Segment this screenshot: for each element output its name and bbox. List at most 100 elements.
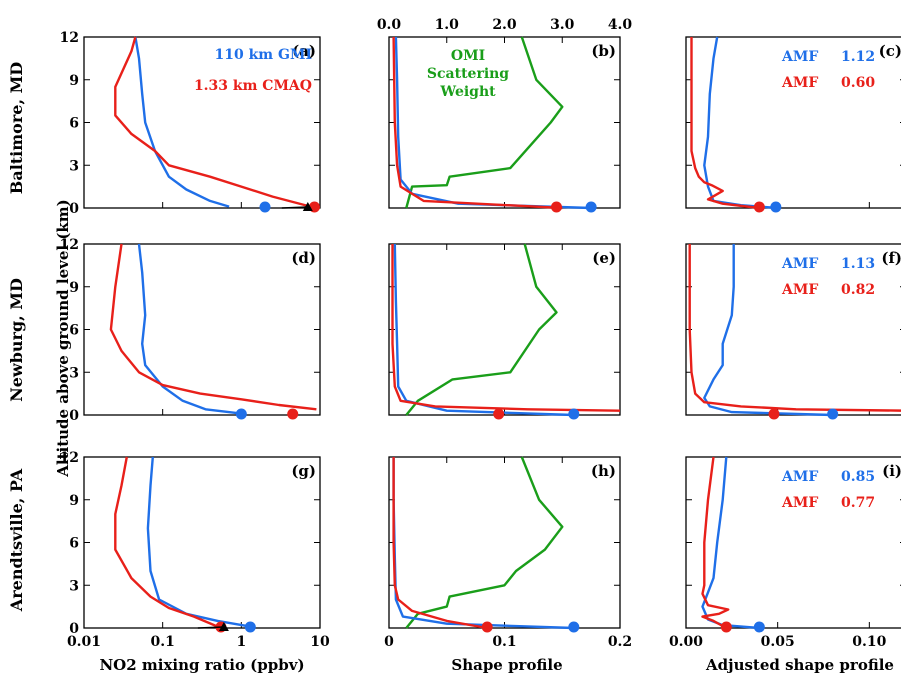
sw-tick-label-1-2: 2.0 bbox=[492, 17, 517, 33]
sw-label-1: Scattering bbox=[427, 66, 509, 82]
gmi-line-5 bbox=[703, 244, 833, 417]
amf-name-5-0: AMF bbox=[781, 256, 818, 272]
x-axis-label-col2: Shape profile bbox=[451, 656, 562, 673]
gmi-line-7 bbox=[392, 457, 574, 630]
gmi-line-4 bbox=[393, 243, 574, 417]
panels-group: 0 3 6 9 12 (a) 0.0 1.0 2.0 3.0 4.0 (b) (c) AMF 1.12 AMF… bbox=[60, 17, 901, 650]
x-tick-label-6-3: 10 bbox=[310, 634, 330, 650]
gmi-surface-point-5 bbox=[827, 408, 839, 420]
y-tick-label-0-0: 0 bbox=[69, 201, 79, 217]
amf-value-2-1: 0.60 bbox=[841, 75, 875, 91]
sw-tick-label-1-0: 0.0 bbox=[377, 17, 402, 33]
sw-label-0: OMI bbox=[451, 48, 485, 64]
y-tick-label-6-1: 3 bbox=[69, 578, 79, 594]
panel-frame-7 bbox=[388, 456, 621, 629]
x-tick-label-8-1: 0.05 bbox=[761, 634, 795, 650]
panel-label-1: (b) bbox=[591, 42, 616, 60]
gmi-line-1 bbox=[394, 36, 592, 210]
panel-frame-4 bbox=[388, 243, 621, 416]
cmaq-surface-point-3 bbox=[287, 408, 299, 420]
obs-line-6 bbox=[197, 626, 224, 629]
amf-name-8-1: AMF bbox=[781, 495, 818, 511]
cmaq-surface-point-4 bbox=[493, 408, 505, 420]
gmi-surface-point-6 bbox=[244, 621, 256, 633]
sw-line-4 bbox=[405, 243, 558, 416]
y-axis-label: Altitude above ground level (km) bbox=[54, 199, 72, 478]
gmi-surface-point-7 bbox=[568, 621, 580, 633]
amf-value-8-0: 0.85 bbox=[841, 469, 875, 485]
x-tick-label-6-1: 0.1 bbox=[150, 634, 174, 650]
sw-label-2: Weight bbox=[439, 84, 496, 100]
panel-label-3: (d) bbox=[291, 249, 316, 267]
x-tick-label-7-2: 0.2 bbox=[608, 634, 632, 650]
amf-value-5-1: 0.82 bbox=[841, 282, 875, 298]
amf-name-2-1: AMF bbox=[781, 75, 818, 91]
amf-value-8-1: 0.77 bbox=[841, 495, 875, 511]
cmaq-line-5 bbox=[688, 244, 901, 412]
cmaq-surface-point-2 bbox=[753, 201, 765, 213]
cmaq-line-3 bbox=[109, 243, 317, 411]
amf-name-2-0: AMF bbox=[781, 49, 818, 65]
row-label-2: Arendtsville, PA bbox=[7, 468, 26, 612]
amf-name-5-1: AMF bbox=[781, 282, 818, 298]
obs-marker-0 bbox=[302, 202, 313, 211]
y-tick-label-0-2: 6 bbox=[69, 116, 79, 132]
x-axis-label-col3: Adjusted shape profile bbox=[705, 656, 894, 673]
cmaq-line-4 bbox=[391, 244, 621, 412]
cmaq-line-2 bbox=[690, 37, 760, 210]
y-tick-label-3-2: 6 bbox=[69, 323, 79, 339]
panel-frame-1 bbox=[388, 36, 621, 209]
panel-label-6: (g) bbox=[291, 462, 316, 480]
y-tick-label-6-4: 12 bbox=[60, 450, 79, 466]
gmi-surface-point-4 bbox=[568, 408, 580, 420]
x-tick-label-6-0: 0.01 bbox=[67, 634, 101, 650]
sw-line-1 bbox=[405, 36, 564, 209]
gmi-surface-point-3 bbox=[235, 408, 247, 420]
cmaq-line-1 bbox=[392, 36, 563, 210]
amf-value-2-0: 1.12 bbox=[841, 49, 875, 65]
x-tick-label-8-0: 0.00 bbox=[669, 634, 703, 650]
y-tick-label-0-1: 3 bbox=[69, 158, 79, 174]
x-tick-label-7-1: 0.1 bbox=[492, 634, 516, 650]
obs-marker-6 bbox=[218, 622, 229, 631]
panel-label-5: (f) bbox=[881, 249, 901, 267]
y-tick-label-6-2: 6 bbox=[69, 536, 79, 552]
x-tick-label-7-0: 0 bbox=[384, 634, 394, 650]
sw-tick-label-1-1: 1.0 bbox=[435, 17, 460, 33]
y-tick-label-3-1: 3 bbox=[69, 365, 79, 381]
y-tick-label-3-3: 9 bbox=[69, 280, 79, 296]
gmi-line-6 bbox=[146, 456, 251, 628]
cmaq-surface-point-7 bbox=[481, 621, 493, 633]
cmaq-line-7 bbox=[392, 457, 488, 630]
cmaq-line-6 bbox=[114, 456, 219, 628]
gmi-surface-point-0 bbox=[259, 201, 271, 213]
y-tick-label-0-4: 12 bbox=[60, 30, 79, 46]
obs-line-0 bbox=[281, 206, 308, 209]
cmaq-surface-point-1 bbox=[550, 201, 562, 213]
gmi-line-3 bbox=[137, 243, 242, 415]
panel-label-7: (h) bbox=[591, 462, 616, 480]
panel-label-8: (i) bbox=[882, 462, 901, 480]
x-tick-label-8-2: 0.10 bbox=[852, 634, 886, 650]
sw-line-7 bbox=[405, 456, 564, 629]
panel-label-4: (e) bbox=[592, 249, 616, 267]
x-tick-label-6-2: 1 bbox=[236, 634, 246, 650]
y-tick-label-6-3: 9 bbox=[69, 493, 79, 509]
gmi-line-2 bbox=[703, 36, 778, 210]
row-label-1: Newburg, MD bbox=[7, 278, 26, 402]
x-axis-label-col1: NO2 mixing ratio (ppbv) bbox=[99, 656, 304, 673]
panel-label-0: (a) bbox=[292, 42, 316, 60]
legend-gmi: 110 km GMI bbox=[215, 47, 313, 63]
panel-label-2: (c) bbox=[879, 42, 901, 60]
y-tick-label-3-0: 0 bbox=[69, 408, 79, 424]
cmaq-line-0 bbox=[114, 36, 309, 208]
sw-tick-label-1-4: 4.0 bbox=[608, 17, 633, 33]
panel-frame-3 bbox=[83, 243, 321, 416]
y-tick-label-3-4: 12 bbox=[60, 237, 79, 253]
cmaq-surface-point-8 bbox=[720, 621, 732, 633]
legend-cmaq: 1.33 km CMAQ bbox=[194, 78, 312, 94]
y-tick-label-0-3: 9 bbox=[69, 73, 79, 89]
gmi-surface-point-1 bbox=[585, 201, 597, 213]
amf-name-8-0: AMF bbox=[781, 469, 818, 485]
